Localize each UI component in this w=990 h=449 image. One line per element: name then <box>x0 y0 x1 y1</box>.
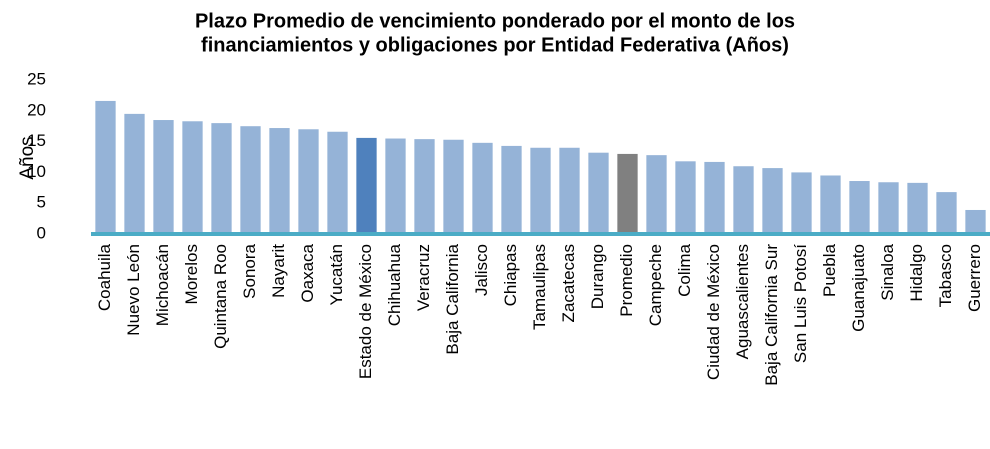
x-tick-label: Nayarit <box>269 244 288 298</box>
x-tick-label: Campeche <box>646 244 665 326</box>
x-tick-label: Durango <box>588 244 607 309</box>
x-tick-label: Chihuahua <box>385 243 404 326</box>
bar <box>182 121 203 234</box>
bar <box>965 209 986 234</box>
bar <box>240 126 261 234</box>
bar <box>559 147 580 234</box>
bar <box>849 181 870 234</box>
x-tick-label: Tamaulipas <box>530 244 549 330</box>
bar <box>269 128 290 234</box>
bar <box>907 182 928 234</box>
bar <box>646 155 667 234</box>
x-tick-label: Zacatecas <box>559 244 578 322</box>
bar <box>936 192 957 234</box>
x-tick-label: Quintana Roo <box>211 244 230 349</box>
y-tick-label: 20 <box>27 100 46 119</box>
bar <box>472 142 493 234</box>
bar <box>588 152 609 234</box>
bar <box>327 131 348 234</box>
bar <box>530 147 551 234</box>
bar <box>124 113 145 234</box>
x-tick-label: Sonora <box>240 243 259 298</box>
y-tick-label: 0 <box>37 223 46 242</box>
x-tick-label: Tabasco <box>936 244 955 307</box>
x-tick-label: Morelos <box>182 244 201 304</box>
bar <box>820 175 841 234</box>
bar <box>95 100 116 234</box>
bar <box>385 138 406 234</box>
x-tick-label: Michoacán <box>153 244 172 326</box>
bar <box>153 120 174 234</box>
bar <box>762 168 783 234</box>
x-tick-label: Hidalgo <box>907 244 926 302</box>
x-tick-label: Colima <box>675 243 694 296</box>
chart-title: financiamientos y obligaciones por Entid… <box>201 34 789 56</box>
x-tick-label: Baja California <box>443 243 462 354</box>
x-tick-label: Guanajuato <box>849 244 868 332</box>
x-tick-label: Puebla <box>820 243 839 296</box>
y-tick-label: 5 <box>37 193 46 212</box>
y-tick-label: 10 <box>27 162 46 181</box>
y-tick-label: 25 <box>27 69 46 88</box>
x-tick-label: Veracruz <box>414 244 433 311</box>
x-tick-label: Baja California Sur <box>762 244 781 386</box>
y-axis-label: Años <box>17 136 38 179</box>
bar <box>501 145 522 234</box>
x-tick-label: Ciudad de México <box>704 244 723 380</box>
bar <box>733 166 754 234</box>
bar <box>878 182 899 234</box>
x-tick-label: Aguascalientes <box>733 244 752 359</box>
bar <box>617 153 638 234</box>
x-tick-label: Yucatán <box>327 244 346 305</box>
x-tick-label: Guerrero <box>965 244 984 312</box>
x-tick-label: San Luis Potosí <box>791 244 810 363</box>
bar <box>414 139 435 234</box>
x-tick-label: Estado de México <box>356 244 375 379</box>
bar <box>356 137 377 234</box>
x-tick-label: Nuevo León <box>124 244 143 336</box>
y-tick-label: 15 <box>27 131 46 150</box>
bar <box>211 123 232 234</box>
bar <box>704 161 725 234</box>
bar <box>791 172 812 234</box>
x-tick-label: Coahuila <box>95 243 114 311</box>
x-tick-label: Sinaloa <box>878 243 897 300</box>
x-tick-label: Chiapas <box>501 244 520 306</box>
bar <box>675 161 696 234</box>
bar <box>443 139 464 234</box>
x-tick-label: Jalisco <box>472 244 491 296</box>
bar <box>298 129 319 234</box>
x-tick-label: Promedio <box>617 244 636 317</box>
chart-title: Plazo Promedio de vencimiento ponderado … <box>195 10 795 32</box>
x-tick-label: Oaxaca <box>298 243 317 302</box>
